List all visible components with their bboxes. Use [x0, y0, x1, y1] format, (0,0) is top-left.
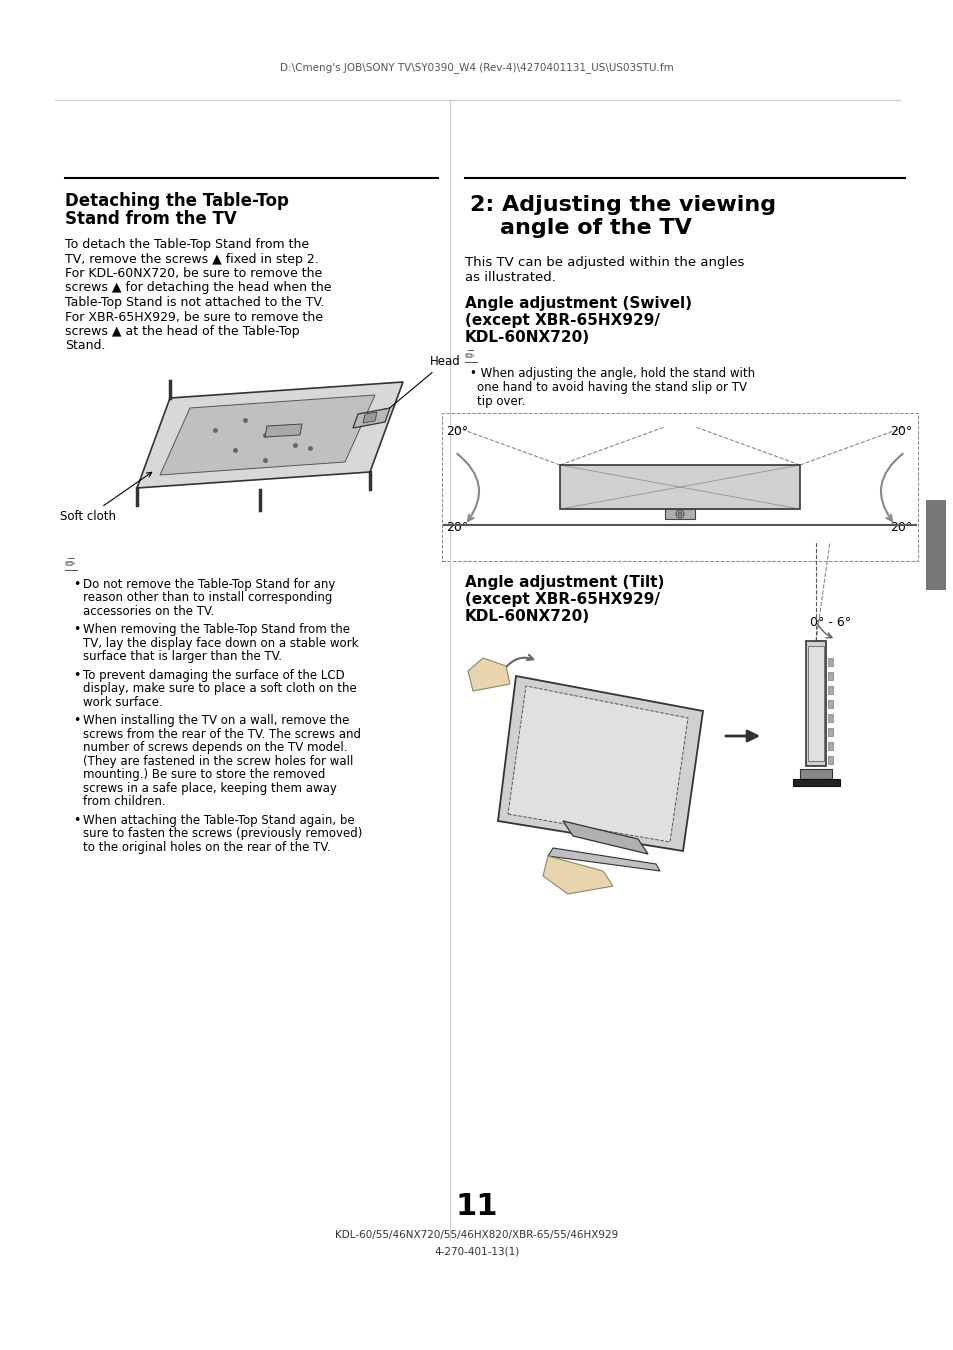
- Circle shape: [676, 510, 683, 518]
- Text: number of screws depends on the TV model.: number of screws depends on the TV model…: [83, 741, 347, 755]
- Text: D:\Cmeng's JOB\SONY TV\SY0390_W4 (Rev-4)\4270401131_US\US03STU.fm: D:\Cmeng's JOB\SONY TV\SY0390_W4 (Rev-4)…: [280, 62, 673, 73]
- Bar: [827, 714, 832, 722]
- Text: Soft cloth: Soft cloth: [60, 472, 152, 522]
- Bar: [827, 728, 832, 736]
- Text: from children.: from children.: [83, 795, 166, 809]
- Text: accessories on the TV.: accessories on the TV.: [83, 605, 214, 618]
- Circle shape: [678, 512, 681, 516]
- Text: 20°: 20°: [446, 425, 468, 437]
- Text: 20°: 20°: [889, 425, 911, 437]
- Text: Do not remove the Table-Top Stand for any: Do not remove the Table-Top Stand for an…: [83, 578, 335, 591]
- Text: •: •: [73, 624, 80, 636]
- Text: •: •: [73, 578, 80, 591]
- Text: screws ▲ at the head of the Table-Top: screws ▲ at the head of the Table-Top: [65, 325, 299, 338]
- Text: work surface.: work surface.: [83, 697, 163, 709]
- Polygon shape: [468, 657, 510, 691]
- Text: Stand.: Stand.: [65, 339, 106, 352]
- Polygon shape: [800, 769, 831, 779]
- Bar: [827, 756, 832, 764]
- Polygon shape: [363, 412, 376, 423]
- Text: sure to fasten the screws (previously removed): sure to fasten the screws (previously re…: [83, 828, 362, 841]
- Bar: [925, 500, 945, 590]
- Text: one hand to avoid having the stand slip or TV: one hand to avoid having the stand slip …: [476, 381, 746, 394]
- Text: To detach the Table-Top Stand from the: To detach the Table-Top Stand from the: [65, 238, 309, 251]
- Text: For XBR-65HX929, be sure to remove the: For XBR-65HX929, be sure to remove the: [65, 310, 323, 324]
- Text: • When adjusting the angle, hold the stand with: • When adjusting the angle, hold the sta…: [470, 367, 755, 379]
- Text: 20°: 20°: [446, 521, 468, 535]
- Polygon shape: [265, 424, 302, 437]
- Text: mounting.) Be sure to store the removed: mounting.) Be sure to store the removed: [83, 768, 325, 782]
- Text: When removing the Table-Top Stand from the: When removing the Table-Top Stand from t…: [83, 624, 350, 636]
- Bar: [827, 672, 832, 680]
- Text: screws ▲ for detaching the head when the: screws ▲ for detaching the head when the: [65, 282, 331, 294]
- Text: display, make sure to place a soft cloth on the: display, make sure to place a soft cloth…: [83, 683, 356, 695]
- Text: 11: 11: [456, 1192, 497, 1220]
- Text: (except XBR-65HX929/: (except XBR-65HX929/: [464, 593, 659, 608]
- Text: Getting Started: Getting Started: [930, 494, 940, 586]
- Text: TV, remove the screws ▲ fixed in step 2.: TV, remove the screws ▲ fixed in step 2.: [65, 252, 318, 266]
- Text: 20°: 20°: [889, 521, 911, 535]
- Polygon shape: [160, 396, 375, 475]
- Text: KDL-60NX720): KDL-60NX720): [464, 329, 590, 346]
- Text: This TV can be adjusted within the angles: This TV can be adjusted within the angle…: [464, 256, 743, 269]
- Polygon shape: [353, 408, 390, 428]
- Bar: [559, 464, 800, 509]
- Text: ✏̅: ✏̅: [464, 350, 475, 363]
- Text: Detaching the Table-Top: Detaching the Table-Top: [65, 192, 289, 211]
- Text: screws from the rear of the TV. The screws and: screws from the rear of the TV. The scre…: [83, 728, 360, 741]
- Text: angle of the TV: angle of the TV: [499, 217, 691, 238]
- Text: surface that is larger than the TV.: surface that is larger than the TV.: [83, 651, 282, 663]
- Text: •: •: [73, 814, 80, 828]
- Polygon shape: [547, 848, 659, 871]
- Text: For KDL-60NX720, be sure to remove the: For KDL-60NX720, be sure to remove the: [65, 267, 322, 279]
- Text: to the original holes on the rear of the TV.: to the original holes on the rear of the…: [83, 841, 331, 855]
- Polygon shape: [137, 382, 402, 487]
- Text: 0° - 6°: 0° - 6°: [809, 616, 850, 629]
- Bar: [441, 413, 917, 562]
- Polygon shape: [805, 641, 825, 765]
- Text: Angle adjustment (Tilt): Angle adjustment (Tilt): [464, 575, 663, 590]
- Polygon shape: [792, 779, 840, 786]
- Text: KDL-60NX720): KDL-60NX720): [464, 609, 590, 624]
- Text: 2: Adjusting the viewing: 2: Adjusting the viewing: [470, 194, 776, 215]
- Text: KDL-60/55/46NX720/55/46HX820/XBR-65/55/46HX929: KDL-60/55/46NX720/55/46HX820/XBR-65/55/4…: [335, 1230, 618, 1241]
- Text: (except XBR-65HX929/: (except XBR-65HX929/: [464, 313, 659, 328]
- Text: as illustrated.: as illustrated.: [464, 271, 556, 284]
- Text: To prevent damaging the surface of the LCD: To prevent damaging the surface of the L…: [83, 670, 344, 682]
- Polygon shape: [562, 821, 647, 855]
- Text: TV, lay the display face down on a stable work: TV, lay the display face down on a stabl…: [83, 637, 358, 649]
- Polygon shape: [542, 856, 613, 894]
- Text: When installing the TV on a wall, remove the: When installing the TV on a wall, remove…: [83, 714, 349, 728]
- Bar: [827, 686, 832, 694]
- Polygon shape: [497, 676, 702, 850]
- Text: ✏̅: ✏̅: [65, 558, 75, 571]
- Text: Table-Top Stand is not attached to the TV.: Table-Top Stand is not attached to the T…: [65, 296, 324, 309]
- Text: When attaching the Table-Top Stand again, be: When attaching the Table-Top Stand again…: [83, 814, 355, 828]
- Bar: [827, 743, 832, 751]
- Polygon shape: [807, 647, 823, 761]
- Text: screws in a safe place, keeping them away: screws in a safe place, keeping them awa…: [83, 782, 336, 795]
- Text: Angle adjustment (Swivel): Angle adjustment (Swivel): [464, 296, 691, 310]
- Bar: [827, 657, 832, 666]
- Text: reason other than to install corresponding: reason other than to install correspondi…: [83, 591, 332, 605]
- Text: •: •: [73, 670, 80, 682]
- Bar: [827, 701, 832, 707]
- Text: 4-270-401-13(1): 4-270-401-13(1): [434, 1247, 519, 1257]
- Text: Head: Head: [383, 355, 460, 413]
- Bar: [664, 509, 695, 518]
- Text: •: •: [73, 714, 80, 728]
- Text: (They are fastened in the screw holes for wall: (They are fastened in the screw holes fo…: [83, 755, 353, 768]
- Text: tip over.: tip over.: [476, 396, 525, 408]
- Polygon shape: [507, 686, 687, 842]
- Text: Stand from the TV: Stand from the TV: [65, 211, 236, 228]
